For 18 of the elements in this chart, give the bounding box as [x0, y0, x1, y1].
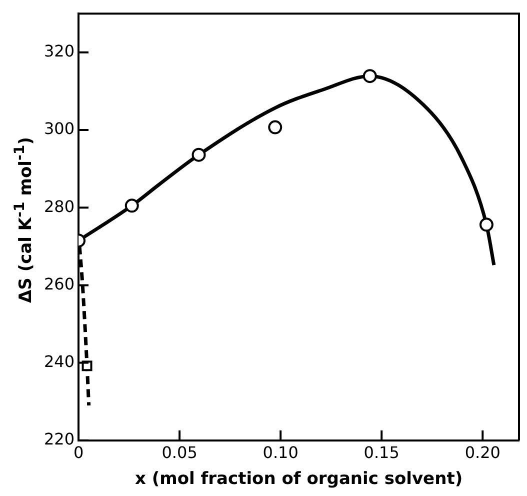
- y-tick-label: 320: [44, 42, 75, 61]
- x-tick-label: 0.05: [162, 443, 198, 462]
- y-tick-label: 220: [44, 430, 75, 449]
- point: [192, 148, 206, 162]
- point: [82, 360, 92, 372]
- point: [479, 218, 494, 232]
- y-tick-label: 240: [44, 352, 75, 371]
- y-tick-label: 280: [44, 196, 75, 216]
- x-axis-title: x (mol fraction of organic solvent): [134, 469, 463, 490]
- x-tick-label: 0: [73, 443, 84, 462]
- point: [124, 198, 139, 213]
- x-tick-label: 0.10: [262, 443, 298, 462]
- point: [362, 69, 377, 84]
- point: [268, 120, 282, 134]
- y-tick-label: 260: [44, 274, 75, 294]
- x-tick-label: 0.15: [364, 443, 400, 462]
- x-tick-label: 0.20: [464, 443, 500, 462]
- y-tick-label: 300: [44, 119, 75, 138]
